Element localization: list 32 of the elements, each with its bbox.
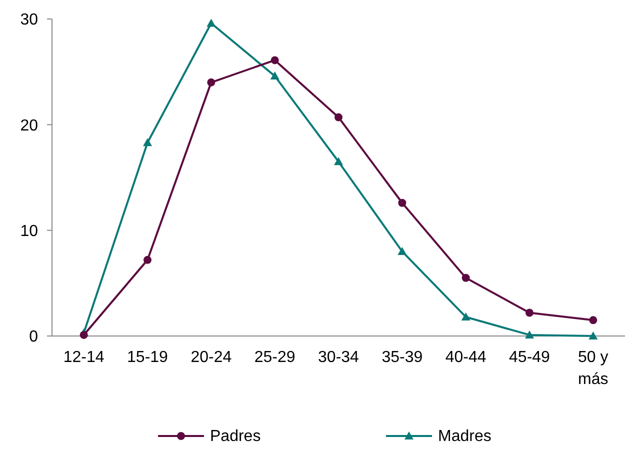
point (207, 78, 216, 86)
point (589, 316, 598, 324)
point (398, 198, 406, 207)
legend-label: Padres (210, 428, 261, 445)
legend-label: Madres (438, 428, 492, 445)
y-tick-label: 10 (20, 222, 38, 240)
x-tick-label: 15-19 (127, 349, 168, 366)
point (398, 246, 407, 255)
y-tick-label: 30 (20, 12, 38, 29)
point (80, 330, 88, 339)
x-tick-label: 25-29 (254, 349, 296, 366)
point (526, 308, 534, 317)
x-tick-label: 30-34 (318, 349, 360, 366)
x-tick-label: 12-14 (63, 349, 104, 366)
point (144, 256, 152, 264)
point (270, 56, 279, 64)
x-tick-label: 40-44 (445, 349, 486, 366)
point (462, 274, 470, 282)
point (588, 332, 598, 340)
y-tick-label: 20 (20, 117, 38, 134)
x-tick-label: 35-39 (382, 349, 423, 366)
point (525, 330, 534, 338)
point (334, 157, 343, 166)
x-tick-label: 50 y más (578, 349, 608, 388)
point (143, 138, 152, 146)
x-tick-label: 20-24 (190, 349, 232, 366)
point (461, 312, 470, 320)
x-tick-label: 45-49 (509, 349, 550, 366)
y-tick-label: 0 (29, 328, 38, 346)
point (334, 113, 342, 122)
point (206, 18, 216, 27)
point (270, 72, 280, 80)
